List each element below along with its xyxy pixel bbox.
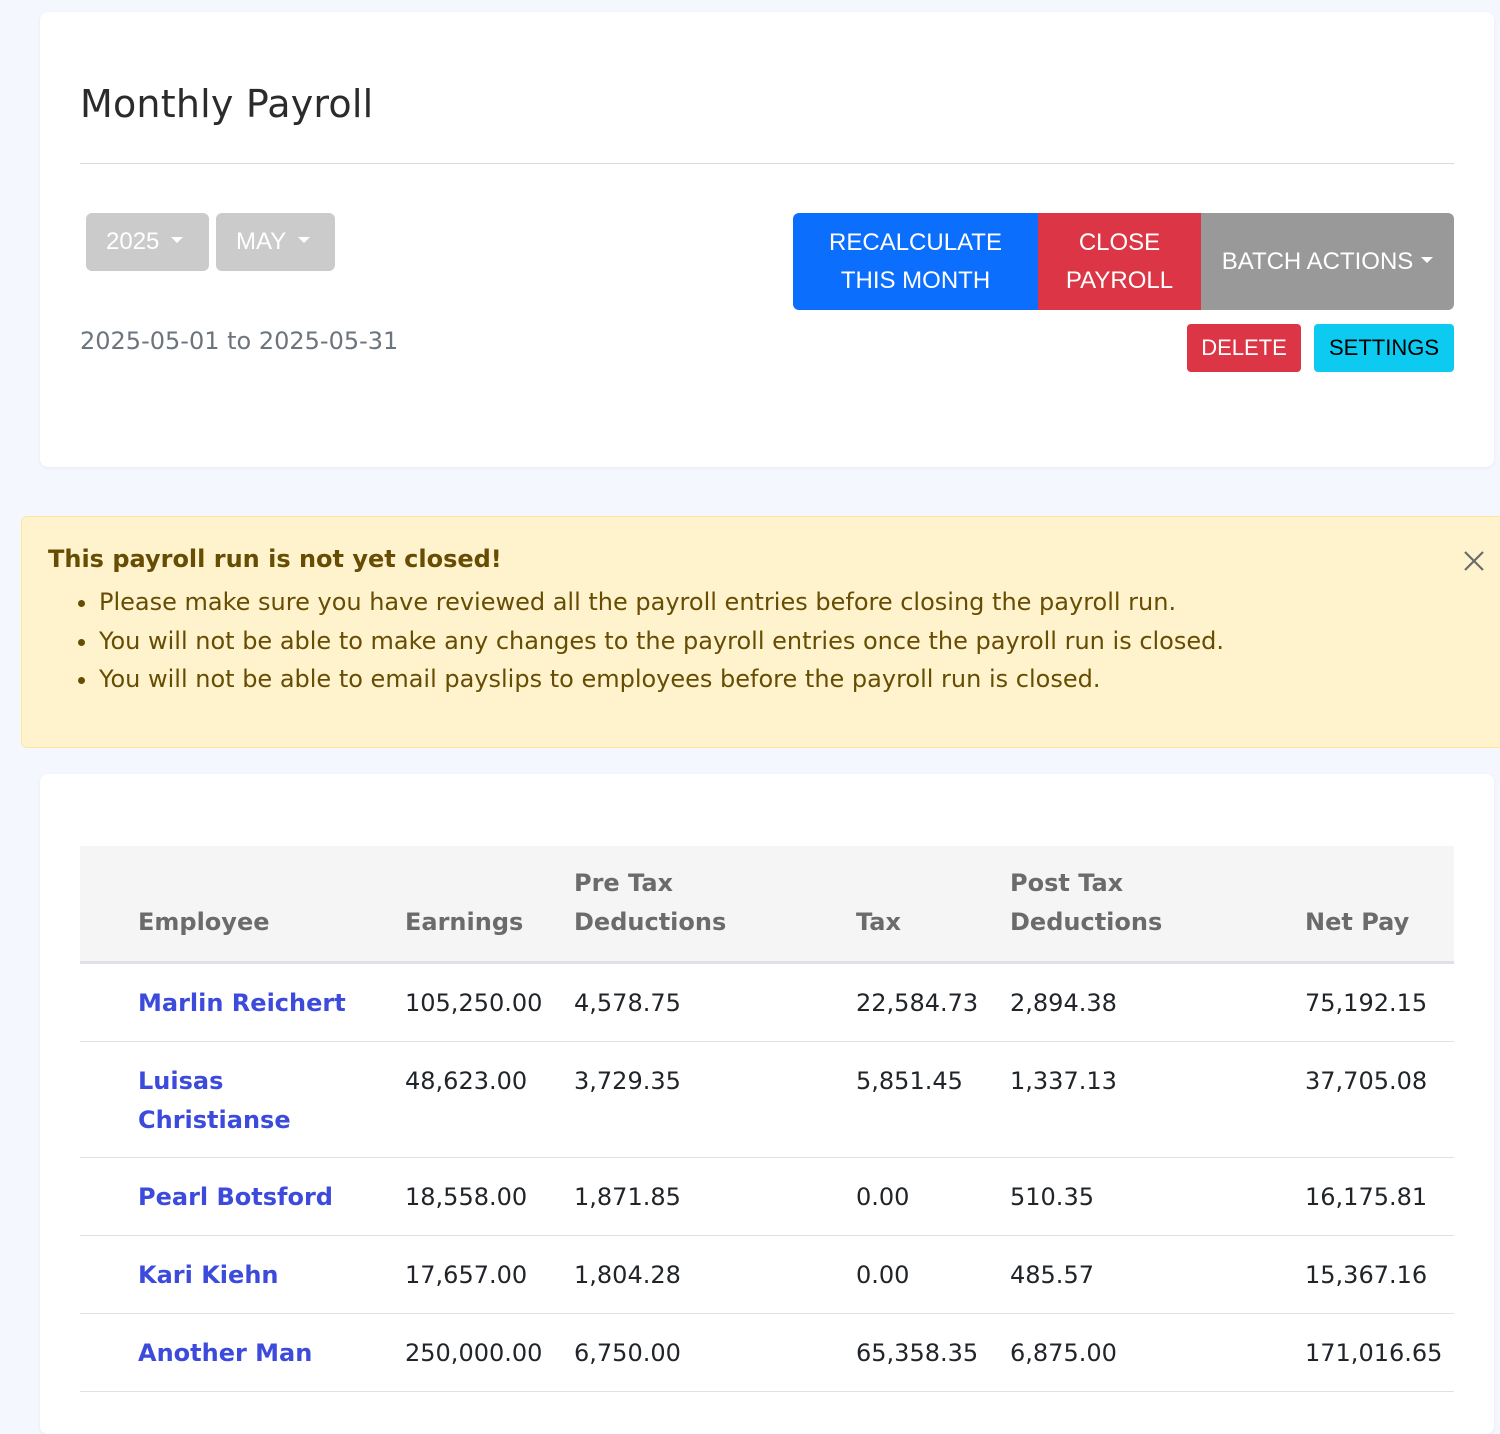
chevron-down-icon	[171, 237, 184, 243]
warning-alert: This payroll run is not yet closed! Plea…	[21, 516, 1500, 748]
payroll-table-card: Employee Earnings Pre Tax Deductions Tax…	[40, 774, 1494, 1434]
post-tax-cell: 2,894.38	[1010, 989, 1117, 1017]
close-payroll-label-line2: PAYROLL	[1065, 266, 1174, 294]
table-row: Kari Kiehn 17,657.00 1,804.28 0.00 485.5…	[80, 1236, 1454, 1314]
net-pay-cell: 171,016.65	[1305, 1339, 1443, 1367]
employee-link[interactable]: Luisas Christianse	[138, 1062, 291, 1140]
recalculate-button[interactable]: RECALCULATE THIS MONTH	[793, 213, 1038, 310]
chevron-down-icon	[1421, 256, 1434, 263]
post-tax-cell: 510.35	[1010, 1183, 1094, 1211]
batch-actions-button[interactable]: BATCH ACTIONS	[1201, 213, 1454, 310]
column-header-pre-tax-line2: Deductions	[574, 908, 727, 936]
title-divider	[80, 163, 1454, 164]
column-header-earnings[interactable]: Earnings	[405, 908, 524, 936]
post-tax-cell: 1,337.13	[1010, 1067, 1117, 1095]
alert-item: You will not be able to email payslips t…	[99, 660, 1224, 699]
employee-name-line1: Luisas	[138, 1067, 224, 1095]
earnings-cell: 250,000.00	[405, 1339, 543, 1367]
alert-title: This payroll run is not yet closed!	[48, 545, 502, 573]
employee-name-line2: Christianse	[138, 1106, 291, 1134]
tax-cell: 22,584.73	[856, 989, 979, 1017]
table-row: Luisas Christianse 48,623.00 3,729.35 5,…	[80, 1042, 1454, 1158]
month-dropdown[interactable]: MAY	[216, 213, 335, 271]
earnings-cell: 105,250.00	[405, 989, 543, 1017]
recalculate-label-line1: RECALCULATE	[829, 228, 1002, 256]
alert-item: You will not be able to make any changes…	[99, 622, 1224, 661]
net-pay-cell: 16,175.81	[1305, 1183, 1428, 1211]
tax-cell: 65,358.35	[856, 1339, 979, 1367]
close-payroll-label-line1: CLOSE	[1078, 228, 1161, 256]
column-header-post-tax-line2: Deductions	[1010, 908, 1163, 936]
date-range: 2025-05-01 to 2025-05-31	[80, 327, 399, 355]
table-row: Pearl Botsford 18,558.00 1,871.85 0.00 5…	[80, 1158, 1454, 1236]
column-header-tax[interactable]: Tax	[856, 908, 901, 936]
employee-link[interactable]: Pearl Botsford	[138, 1183, 333, 1211]
recalculate-label-line2: THIS MONTH	[840, 266, 991, 294]
table-row: Another Man 250,000.00 6,750.00 65,358.3…	[80, 1314, 1454, 1392]
batch-actions-label: BATCH ACTIONS	[1221, 247, 1414, 275]
tax-cell: 0.00	[856, 1183, 910, 1211]
employee-link[interactable]: Another Man	[138, 1339, 313, 1367]
chevron-down-icon	[298, 237, 311, 243]
alert-item: Please make sure you have reviewed all t…	[99, 583, 1224, 622]
column-header-net-pay[interactable]: Net Pay	[1305, 908, 1410, 936]
close-icon[interactable]	[1460, 547, 1488, 575]
post-tax-cell: 6,875.00	[1010, 1339, 1117, 1367]
table-row: Marlin Reichert 105,250.00 4,578.75 22,5…	[80, 964, 1454, 1042]
earnings-cell: 17,657.00	[405, 1261, 528, 1289]
table-header: Employee Earnings Pre Tax Deductions Tax…	[80, 846, 1454, 964]
delete-button[interactable]: DELETE	[1187, 324, 1301, 372]
pre-tax-cell: 1,871.85	[574, 1183, 681, 1211]
employee-link[interactable]: Kari Kiehn	[138, 1261, 279, 1289]
pre-tax-cell: 1,804.28	[574, 1261, 681, 1289]
year-dropdown-label: 2025	[106, 228, 160, 255]
net-pay-cell: 15,367.16	[1305, 1261, 1428, 1289]
tax-cell: 5,851.45	[856, 1067, 963, 1095]
page-title: Monthly Payroll	[80, 82, 374, 126]
column-header-pre-tax-line1: Pre Tax	[574, 869, 674, 897]
pre-tax-cell: 4,578.75	[574, 989, 681, 1017]
month-dropdown-label: MAY	[236, 228, 287, 255]
column-header-post-tax-line1: Post Tax	[1010, 869, 1124, 897]
settings-button[interactable]: SETTINGS	[1314, 324, 1454, 372]
net-pay-cell: 75,192.15	[1305, 989, 1428, 1017]
column-header-pre-tax[interactable]: Pre Tax Deductions	[574, 864, 726, 942]
close-payroll-button[interactable]: CLOSE PAYROLL	[1038, 213, 1201, 310]
earnings-cell: 48,623.00	[405, 1067, 528, 1095]
earnings-cell: 18,558.00	[405, 1183, 528, 1211]
pre-tax-cell: 6,750.00	[574, 1339, 681, 1367]
payroll-header-card: Monthly Payroll 2025 MAY 2025-05-01 to 2…	[40, 12, 1494, 467]
pre-tax-cell: 3,729.35	[574, 1067, 681, 1095]
post-tax-cell: 485.57	[1010, 1261, 1094, 1289]
net-pay-cell: 37,705.08	[1305, 1067, 1428, 1095]
employee-link[interactable]: Marlin Reichert	[138, 989, 346, 1017]
tax-cell: 0.00	[856, 1261, 910, 1289]
column-header-employee[interactable]: Employee	[138, 908, 270, 936]
year-dropdown[interactable]: 2025	[86, 213, 209, 271]
column-header-post-tax[interactable]: Post Tax Deductions	[1010, 864, 1162, 942]
alert-list: Please make sure you have reviewed all t…	[99, 583, 1224, 699]
